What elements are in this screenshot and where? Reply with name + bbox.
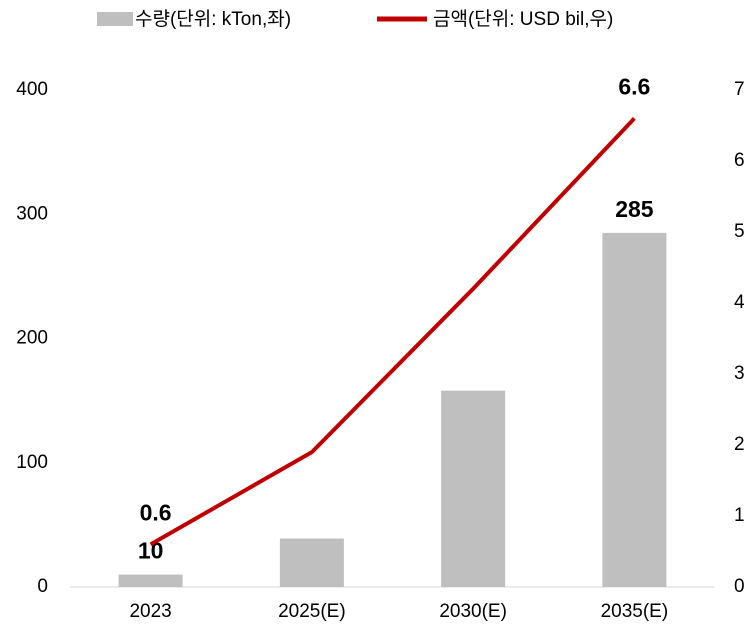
- bar: [118, 574, 183, 587]
- x-tick-label: 2025(E): [278, 601, 346, 622]
- bar: [279, 538, 344, 587]
- y2-tick-label: 1: [734, 505, 745, 526]
- line-series: [149, 117, 636, 547]
- x-tick-label: 2030(E): [439, 601, 507, 622]
- y-tick-label: 100: [16, 452, 48, 473]
- x-tick-label: 2023: [129, 601, 171, 622]
- y2-tick-label: 0: [734, 576, 745, 597]
- data-label: 285: [615, 196, 654, 222]
- legend-label: 금액(단위: USD bil,우): [433, 8, 613, 30]
- y2-tick-label: 4: [734, 292, 745, 313]
- y2-tick-label: 6: [734, 150, 745, 171]
- bar: [602, 232, 667, 587]
- data-label: 10: [138, 538, 164, 564]
- y2-tick-label: 7: [734, 79, 745, 100]
- data-label: 0.6: [140, 499, 172, 525]
- y2-tick-label: 3: [734, 363, 745, 384]
- bar: [441, 390, 506, 587]
- y-tick-label: 200: [16, 328, 48, 349]
- legend-label: 수량(단위: kTon,좌): [135, 8, 291, 30]
- x-tick-label: 2035(E): [601, 601, 669, 622]
- legend-swatch: [97, 12, 133, 26]
- data-label: 6.6: [618, 73, 650, 99]
- y2-tick-label: 5: [734, 221, 745, 242]
- y-tick-label: 400: [16, 79, 48, 100]
- y-tick-label: 0: [37, 576, 48, 597]
- y2-tick-label: 2: [734, 434, 745, 455]
- y-tick-label: 300: [16, 203, 48, 224]
